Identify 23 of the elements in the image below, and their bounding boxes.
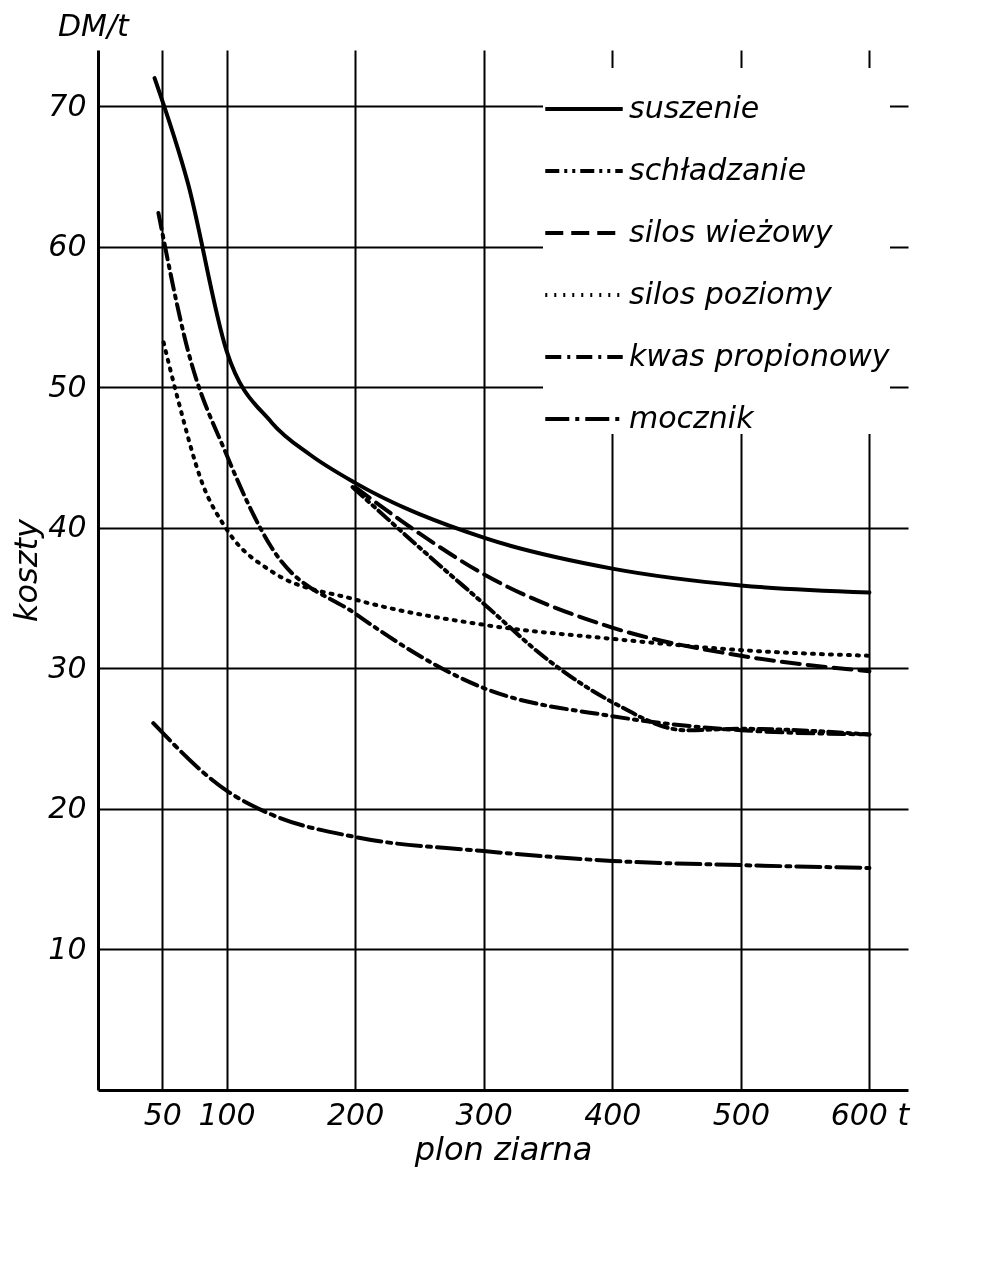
x-tick-label: 300 [455,1096,513,1132]
y-tick-label: 30 [48,649,87,685]
y-tick-label: 20 [48,790,87,826]
y-axis-title: koszty [7,517,46,623]
x-tick-label: 500 [712,1096,770,1132]
x-tick-label: 50 [143,1096,182,1132]
y-tick-label: 10 [48,930,87,966]
x-tick-label: 400 [584,1096,642,1132]
x-axis-title: plon ziarna [413,1129,593,1168]
y-tick-label: 40 [48,509,87,545]
legend-label: silos poziomy [629,276,833,311]
legend-label: kwas propionowy [629,338,891,373]
x-tick-label: 600 t [830,1096,911,1132]
legend-label: silos wieżowy [629,214,834,249]
text: DM/t [58,8,129,43]
y-tick-label: 50 [48,368,87,404]
legend-label: mocznik [629,400,756,435]
x-tick-label: 100 [198,1096,256,1132]
legend-label: schładzanie [629,152,807,187]
x-tick-label: 200 [327,1096,385,1132]
y-tick-label: 70 [48,87,87,123]
legend-label: suszenie [629,90,760,125]
y-tick-label: 60 [48,228,87,264]
